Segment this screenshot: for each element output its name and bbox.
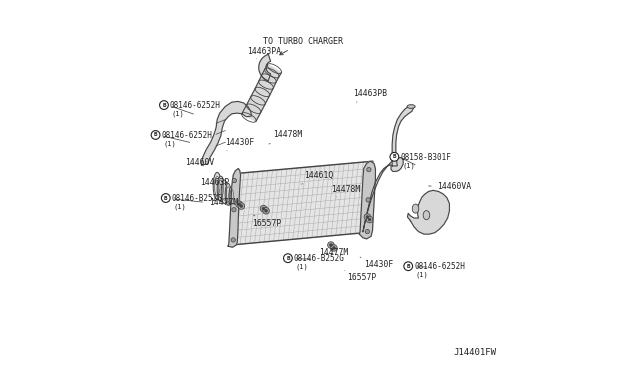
Text: B: B: [164, 196, 168, 201]
Polygon shape: [242, 65, 282, 121]
Text: 14461Q: 14461Q: [302, 171, 333, 184]
Ellipse shape: [225, 183, 231, 205]
Text: (1): (1): [163, 141, 176, 147]
Circle shape: [332, 247, 335, 250]
Circle shape: [237, 203, 241, 206]
Circle shape: [330, 244, 332, 247]
Circle shape: [263, 208, 269, 214]
Text: 08146-B252G: 08146-B252G: [172, 194, 223, 203]
Circle shape: [390, 153, 399, 161]
Polygon shape: [202, 102, 252, 165]
Text: (1): (1): [173, 203, 186, 210]
Circle shape: [151, 131, 160, 140]
Text: 14463P: 14463P: [200, 178, 229, 187]
Ellipse shape: [221, 180, 228, 204]
Circle shape: [161, 194, 170, 202]
Text: B: B: [154, 132, 157, 138]
Text: 14463PB: 14463PB: [353, 89, 387, 102]
Circle shape: [260, 205, 267, 212]
Text: 16557P: 16557P: [345, 270, 376, 282]
Ellipse shape: [213, 172, 221, 200]
Circle shape: [366, 198, 371, 202]
Circle shape: [368, 218, 371, 221]
Ellipse shape: [217, 176, 225, 202]
Ellipse shape: [412, 204, 419, 213]
Text: 14463PA: 14463PA: [247, 46, 281, 58]
Text: (1): (1): [172, 110, 184, 117]
Text: 14477M: 14477M: [319, 248, 349, 257]
Text: 08146-6252H: 08146-6252H: [170, 101, 221, 110]
Circle shape: [364, 214, 371, 220]
Text: B: B: [406, 264, 410, 269]
Circle shape: [367, 167, 371, 172]
Ellipse shape: [423, 211, 429, 220]
Text: 14460V: 14460V: [185, 158, 214, 167]
Circle shape: [262, 207, 265, 210]
Text: J14401FW: J14401FW: [454, 347, 497, 357]
Text: 08158-B301F: 08158-B301F: [400, 153, 451, 162]
Text: B: B: [162, 103, 166, 108]
Circle shape: [238, 203, 244, 209]
Circle shape: [231, 238, 236, 242]
Circle shape: [284, 254, 292, 263]
Circle shape: [404, 262, 413, 270]
Ellipse shape: [229, 186, 235, 208]
Circle shape: [366, 216, 373, 223]
Circle shape: [236, 201, 243, 208]
Polygon shape: [259, 54, 271, 81]
Text: TO TURBO CHARGER: TO TURBO CHARGER: [264, 38, 344, 55]
Text: 14478M: 14478M: [269, 131, 302, 144]
Text: (1): (1): [296, 264, 308, 270]
Text: 14478M: 14478M: [331, 185, 360, 197]
Text: 14477M: 14477M: [209, 198, 238, 207]
Circle shape: [328, 242, 334, 248]
Circle shape: [240, 205, 243, 208]
Text: 08146-6252H: 08146-6252H: [161, 131, 212, 140]
Circle shape: [232, 208, 236, 212]
Text: (1): (1): [416, 272, 429, 278]
Text: 14430F: 14430F: [225, 138, 255, 150]
Polygon shape: [228, 169, 241, 247]
Circle shape: [232, 178, 237, 183]
Text: 14430F: 14430F: [360, 257, 393, 269]
Text: 14460VA: 14460VA: [429, 182, 471, 190]
Polygon shape: [230, 161, 373, 245]
Text: B: B: [392, 154, 396, 159]
Circle shape: [264, 209, 268, 212]
Polygon shape: [363, 158, 403, 231]
Circle shape: [331, 245, 337, 251]
Text: 08146-6252H: 08146-6252H: [414, 262, 465, 272]
Polygon shape: [408, 190, 449, 234]
Ellipse shape: [407, 105, 415, 108]
Text: B: B: [286, 256, 290, 261]
Circle shape: [365, 230, 369, 234]
Text: 16557P: 16557P: [253, 215, 282, 228]
Polygon shape: [392, 106, 414, 166]
Circle shape: [366, 215, 369, 218]
Polygon shape: [360, 161, 376, 239]
Circle shape: [159, 101, 168, 109]
Text: (1): (1): [402, 162, 415, 169]
Text: 08146-B252G: 08146-B252G: [294, 254, 344, 263]
